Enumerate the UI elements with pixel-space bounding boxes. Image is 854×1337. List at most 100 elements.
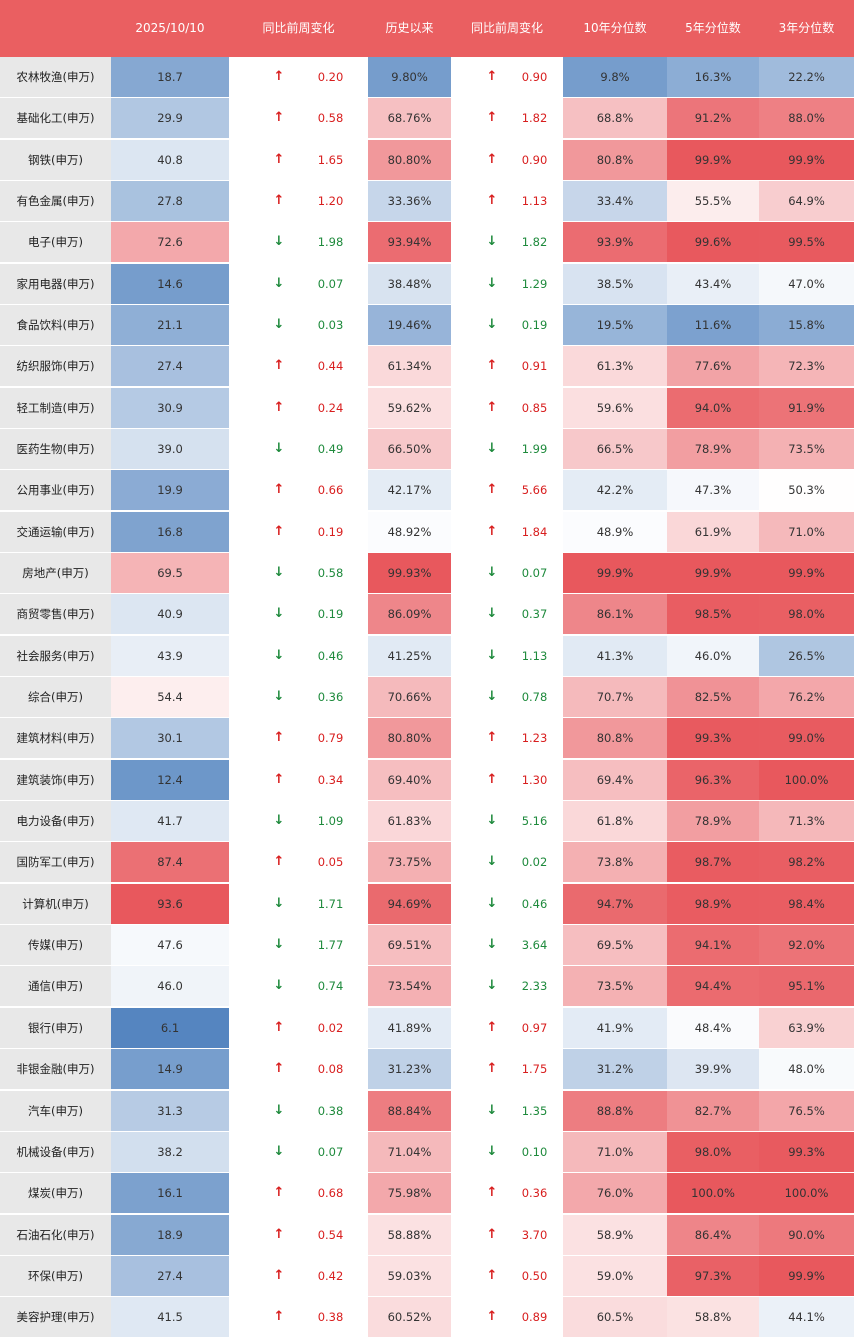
historical-percentile: 99.93% — [368, 553, 451, 594]
percentile-10y: 69.4% — [563, 759, 667, 800]
industry-name: 非银金融(申万) — [0, 1049, 111, 1090]
historical-percentile: 61.34% — [368, 346, 451, 387]
industry-name: 家用电器(申万) — [0, 263, 111, 304]
historical-percentile: 38.48% — [368, 263, 451, 304]
industry-name: 电力设备(申万) — [0, 801, 111, 842]
percentile-3y: 22.2% — [759, 57, 854, 97]
hist-change-value: 0.90 — [521, 70, 548, 84]
percentile-3y: 92.0% — [759, 925, 854, 966]
pe-value: 16.1 — [111, 1173, 229, 1214]
percentile-5y: 11.6% — [667, 305, 759, 346]
pe-value: 12.4 — [111, 759, 229, 800]
percentile-5y: 99.3% — [667, 718, 759, 759]
table-row: 环保(申万) 27.4 ↑ 0.42 59.03% ↑ 0.50 59.0% 97.3% 99.9… — [0, 1255, 854, 1296]
arrow-down-icon: ↓ — [486, 689, 498, 705]
industry-name: 纺织服饰(申万) — [0, 346, 111, 387]
percentile-10y: 76.0% — [563, 1173, 667, 1214]
arrow-up-icon: ↑ — [486, 151, 498, 167]
hist-change-value: 2.33 — [521, 979, 548, 994]
historical-percentile: 73.75% — [368, 842, 451, 883]
industry-name: 商贸零售(申万) — [0, 594, 111, 635]
arrow-up-icon: ↑ — [273, 1267, 285, 1283]
percentile-5y: 61.9% — [667, 511, 759, 552]
pe-value: 14.6 — [111, 263, 229, 304]
pe-value: 31.3 — [111, 1090, 229, 1131]
pe-value: 38.2 — [111, 1131, 229, 1172]
percentile-3y: 88.0% — [759, 98, 854, 139]
weekly-change-value: 0.03 — [317, 318, 344, 333]
historical-percentile: 59.62% — [368, 387, 451, 428]
percentile-5y: 98.0% — [667, 1131, 759, 1172]
table-row: 石油石化(申万) 18.9 ↑ 0.54 58.88% ↑ 3.70 58.9% 86.4% 90… — [0, 1214, 854, 1255]
arrow-down-icon: ↓ — [486, 854, 498, 870]
percentile-3y: 15.8% — [759, 305, 854, 346]
industry-name: 国防军工(申万) — [0, 842, 111, 883]
percentile-3y: 98.2% — [759, 842, 854, 883]
weekly-change-value: 1.65 — [317, 152, 344, 167]
arrow-up-icon: ↑ — [273, 1019, 285, 1035]
arrow-up-icon: ↑ — [273, 110, 285, 126]
pe-value: 16.8 — [111, 511, 229, 552]
pe-value: 30.1 — [111, 718, 229, 759]
pe-value: 27.4 — [111, 346, 229, 387]
industry-name: 通信(申万) — [0, 966, 111, 1007]
hist-change-value: 1.29 — [521, 276, 548, 291]
historical-percentile: 48.92% — [368, 511, 451, 552]
pe-value: 27.4 — [111, 1255, 229, 1296]
percentile-10y: 31.2% — [563, 1049, 667, 1090]
percentile-3y: 95.1% — [759, 966, 854, 1007]
percentile-10y: 42.2% — [563, 470, 667, 511]
arrow-up-icon: ↑ — [273, 1061, 285, 1077]
table-row: 社会服务(申万) 43.9 ↓ 0.46 41.25% ↓ 1.13 41.3% 46.0% 26… — [0, 635, 854, 676]
percentile-3y: 71.3% — [759, 801, 854, 842]
arrow-down-icon: ↓ — [486, 895, 498, 911]
weekly-change-value: 0.42 — [317, 1268, 344, 1283]
percentile-5y: 98.9% — [667, 883, 759, 924]
historical-percentile: 59.03% — [368, 1255, 451, 1296]
percentile-3y: 99.5% — [759, 222, 854, 263]
hist-change-value: 5.66 — [521, 483, 548, 498]
hist-change-value: 0.19 — [521, 318, 548, 333]
hist-change-value: 0.36 — [521, 1186, 548, 1201]
percentile-5y: 48.4% — [667, 1007, 759, 1048]
pe-value: 54.4 — [111, 677, 229, 718]
table-row: 交通运输(申万) 16.8 ↑ 0.19 48.92% ↑ 1.84 48.9% 61.9% 71… — [0, 511, 854, 552]
historical-percentile: 41.89% — [368, 1007, 451, 1048]
percentile-5y: 43.4% — [667, 263, 759, 304]
industry-name: 食品饮料(申万) — [0, 305, 111, 346]
percentile-5y: 55.5% — [667, 181, 759, 222]
industry-name: 综合(申万) — [0, 677, 111, 718]
pe-value: 40.9 — [111, 594, 229, 635]
weekly-change-value: 1.77 — [317, 938, 344, 953]
industry-name: 轻工制造(申万) — [0, 387, 111, 428]
percentile-5y: 77.6% — [667, 346, 759, 387]
table-row: 建筑装饰(申万) 12.4 ↑ 0.34 69.40% ↑ 1.30 69.4% 96.3% 10… — [0, 759, 854, 800]
hist-change-value: 1.82 — [521, 111, 548, 126]
table-row: 汽车(申万) 31.3 ↓ 0.38 88.84% ↓ 1.35 88.8% 82.7% 76.5… — [0, 1090, 854, 1131]
percentile-5y: 39.9% — [667, 1049, 759, 1090]
percentile-3y: 99.9% — [759, 1255, 854, 1296]
percentile-5y: 86.4% — [667, 1214, 759, 1255]
table-row: 计算机(申万) 93.6 ↓ 1.71 94.69% ↓ 0.46 94.7% 98.9% 98.… — [0, 883, 854, 924]
arrow-up-icon: ↑ — [273, 358, 285, 374]
industry-name: 有色金属(申万) — [0, 181, 111, 222]
hist-change-value: 0.37 — [521, 607, 548, 622]
table-row: 机械设备(申万) 38.2 ↓ 0.07 71.04% ↓ 0.10 71.0% 98.0% 99… — [0, 1131, 854, 1172]
weekly-change-value: 1.20 — [317, 194, 344, 209]
industry-name: 房地产(申万) — [0, 553, 111, 594]
hist-change-value: 0.91 — [521, 359, 548, 374]
percentile-5y: 98.7% — [667, 842, 759, 883]
arrow-down-icon: ↓ — [486, 937, 498, 953]
historical-percentile: 80.80% — [368, 139, 451, 180]
percentile-10y: 70.7% — [563, 677, 667, 718]
pe-value: 72.6 — [111, 222, 229, 263]
arrow-down-icon: ↓ — [486, 441, 498, 457]
historical-percentile: 19.46% — [368, 305, 451, 346]
weekly-change-value: 0.58 — [317, 111, 344, 126]
percentile-5y: 99.9% — [667, 553, 759, 594]
weekly-change-value: 0.74 — [317, 979, 344, 994]
hist-change-value: 3.64 — [521, 938, 548, 953]
industry-name: 基础化工(申万) — [0, 98, 111, 139]
percentile-10y: 99.9% — [563, 553, 667, 594]
industry-name: 环保(申万) — [0, 1255, 111, 1296]
